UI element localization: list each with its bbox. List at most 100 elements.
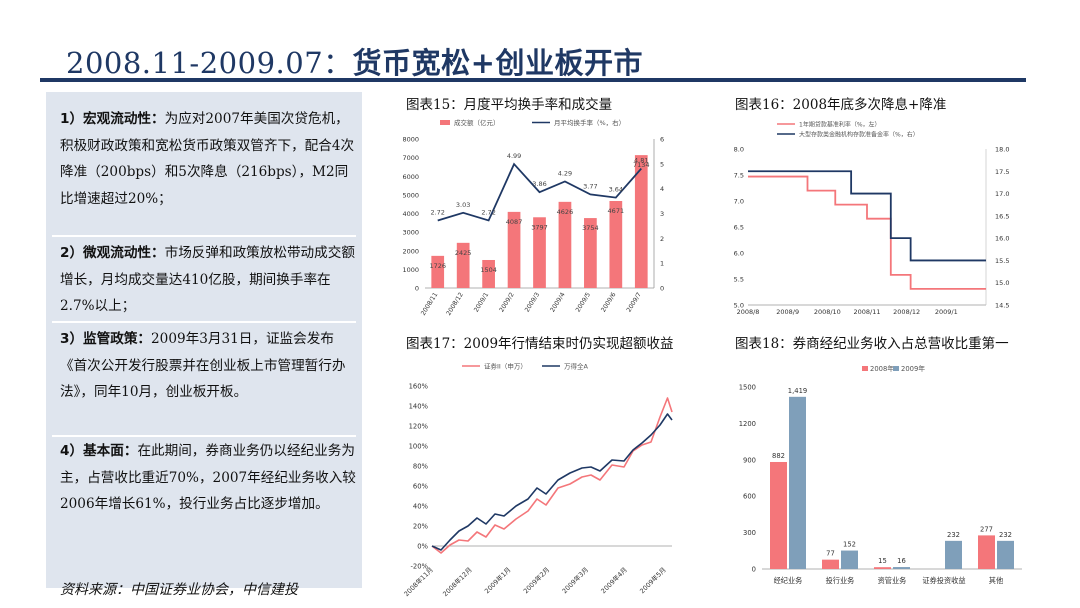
y2-tick-label: 2 <box>660 235 664 243</box>
x-tick-label: 2009/1 <box>935 308 958 316</box>
chart18-title: 图表18：券商经纪业务收入占总营收比重第一 <box>735 336 1009 352</box>
bar-data-label: 152 <box>843 541 856 549</box>
y-tick-label: -20% <box>410 563 428 571</box>
bar-data-label: 16 <box>897 557 906 565</box>
bar-2009 <box>997 540 1014 569</box>
y2-tick-label: 16.5 <box>995 212 1009 220</box>
y-tick-label: 120% <box>409 423 429 431</box>
x-tick-label: 资管业务 <box>878 576 907 585</box>
y-tick-label: 3000 <box>402 229 419 237</box>
y2-tick-label: 4 <box>660 185 664 193</box>
paragraph-divider <box>52 235 356 237</box>
line-data-label: 4.81 <box>634 157 648 165</box>
bar-2008 <box>822 559 839 569</box>
bar-volume <box>533 217 546 288</box>
page-title: 2008.11-2009.07：货币宽松+创业板开市 <box>66 40 643 82</box>
y-tick-label: 80% <box>413 463 429 471</box>
series-line-securities <box>431 397 673 554</box>
bar-data-label: 1,419 <box>788 387 807 395</box>
y-tick-label: 140% <box>409 403 429 411</box>
y2-tick-label: 1 <box>660 260 664 268</box>
y-tick-label: 5.0 <box>734 302 744 310</box>
paragraph-divider <box>52 321 356 323</box>
page-title-theme: 货币宽松+创业板开市 <box>352 46 643 80</box>
y-tick-label: 0 <box>752 566 756 574</box>
paragraph-body: 2009年3月31日，证监会发布《首次公开发行股票并在创业板上市管理暂行办法》，… <box>60 331 346 400</box>
bar-2009 <box>841 550 858 569</box>
y2-tick-label: 18.0 <box>995 146 1009 154</box>
line-data-label: 3.03 <box>456 201 470 209</box>
legend-swatch-2009 <box>893 366 899 371</box>
legend-label-volume: 成交额（亿元） <box>454 118 500 127</box>
y-tick-label: 1000 <box>402 266 419 274</box>
series-line-wind-a <box>431 413 673 551</box>
y-tick-label: 8.0 <box>734 146 744 154</box>
legend-swatch-2008 <box>862 366 868 371</box>
bar-2008 <box>874 567 891 569</box>
y2-tick-label: 0 <box>660 285 664 293</box>
legend-label-rrr: 大型存款类金融机构存款准备金率（%，右） <box>799 131 919 139</box>
bar-2009 <box>945 540 962 569</box>
paragraph-heading: 3）监管政策： <box>60 331 152 347</box>
page-title-period: 2008.11-2009.07： <box>66 46 353 80</box>
bar-volume <box>431 255 445 288</box>
bar-data-label: 1726 <box>429 262 446 270</box>
y-tick-label: 6.5 <box>734 224 744 232</box>
legend-label-loan-rate: 1年期贷款基准利率（%，左） <box>799 121 881 129</box>
legend-label-turnover: 月平均换手率（%，右） <box>554 118 625 127</box>
x-tick-label: 2008/12 <box>893 308 920 316</box>
x-tick-label: 投行业务 <box>826 576 855 585</box>
x-tick-label: 2009/7 <box>625 291 643 313</box>
y2-tick-label: 3 <box>660 210 664 218</box>
chart17-title: 图表17：2009年行情结束时仍实现超额收益 <box>406 336 674 352</box>
x-tick-label: 2008/8 <box>737 308 760 316</box>
y2-tick-label: 17.0 <box>995 190 1009 198</box>
series-line-turnover <box>437 162 642 222</box>
rate-cut-chart: 1年期贷款基准利率（%，左） 大型存款类金融机构存款准备金率（%，右） 5.0 5.5… <box>734 121 1010 317</box>
y-tick-label: 100% <box>409 443 429 451</box>
y-tick-label: 8000 <box>402 136 419 144</box>
y2-tick-label: 17.5 <box>995 168 1009 176</box>
y-tick-label: 7000 <box>402 154 419 162</box>
y-tick-label: 20% <box>413 523 429 531</box>
x-tick-label: 2009/1 <box>473 291 491 313</box>
y-tick-label: 7.5 <box>734 172 744 180</box>
y2-tick-label: 5 <box>660 160 664 168</box>
x-tick-label: 2009年3月 <box>560 565 590 595</box>
y-tick-label: 5.5 <box>734 276 744 284</box>
x-tick-label: 2008/12 <box>445 291 465 317</box>
paragraph-micro-liquidity: 2）微观流动性：市场反弹和政策放松带动成交额增长，月均成交量达410亿股，期间换… <box>60 240 356 320</box>
bar-data-label: 277 <box>980 525 993 533</box>
bar-2009 <box>789 396 806 569</box>
y-tick-label: 40% <box>413 503 429 511</box>
line-data-label: 3.86 <box>532 180 546 188</box>
line-data-label: 4.99 <box>507 152 521 160</box>
bar-data-label: 3797 <box>531 223 548 231</box>
x-tick-label: 其他 <box>989 576 1003 585</box>
bar-data-label: 3754 <box>582 224 599 232</box>
paragraph-body: 在此期间，券商业务仍以经纪业务为主，占营收比重近70%，2007年经纪业务收入较… <box>60 443 356 512</box>
bar-volume <box>507 211 521 288</box>
bar-data-label: 77 <box>826 550 835 558</box>
line-data-label: 3.64 <box>609 186 623 194</box>
title-rule <box>40 78 1026 82</box>
bar-data-label: 4671 <box>608 207 625 215</box>
summary-panel: 1）宏观流动性：为应对2007年美国次贷危机，积极财政政策和宽松货币政策双管齐下… <box>46 92 362 588</box>
bar-data-label: 7134 <box>633 161 650 169</box>
x-tick-label: 2008/11 <box>853 308 880 316</box>
y-tick-label: 160% <box>409 383 429 391</box>
bar-data-label: 1504 <box>480 266 497 274</box>
chart16-title: 图表16：2008年底多次降息+降准 <box>735 97 947 113</box>
y-tick-label: 900 <box>743 456 756 464</box>
x-tick-label: 2009年1月 <box>482 565 512 595</box>
x-tick-label: 2009/2 <box>498 291 516 313</box>
x-tick-label: 2008/11 <box>420 291 440 317</box>
y-tick-label: 300 <box>743 529 756 537</box>
paragraph-heading: 4）基本面： <box>60 443 138 459</box>
line-data-label: 2.72 <box>481 208 495 216</box>
x-tick-label: 2009年4月 <box>599 565 629 595</box>
y-tick-label: 0 <box>415 285 419 293</box>
y-tick-label: 0% <box>417 543 428 551</box>
y-tick-label: 2000 <box>402 247 419 255</box>
bar-volume <box>609 201 623 288</box>
